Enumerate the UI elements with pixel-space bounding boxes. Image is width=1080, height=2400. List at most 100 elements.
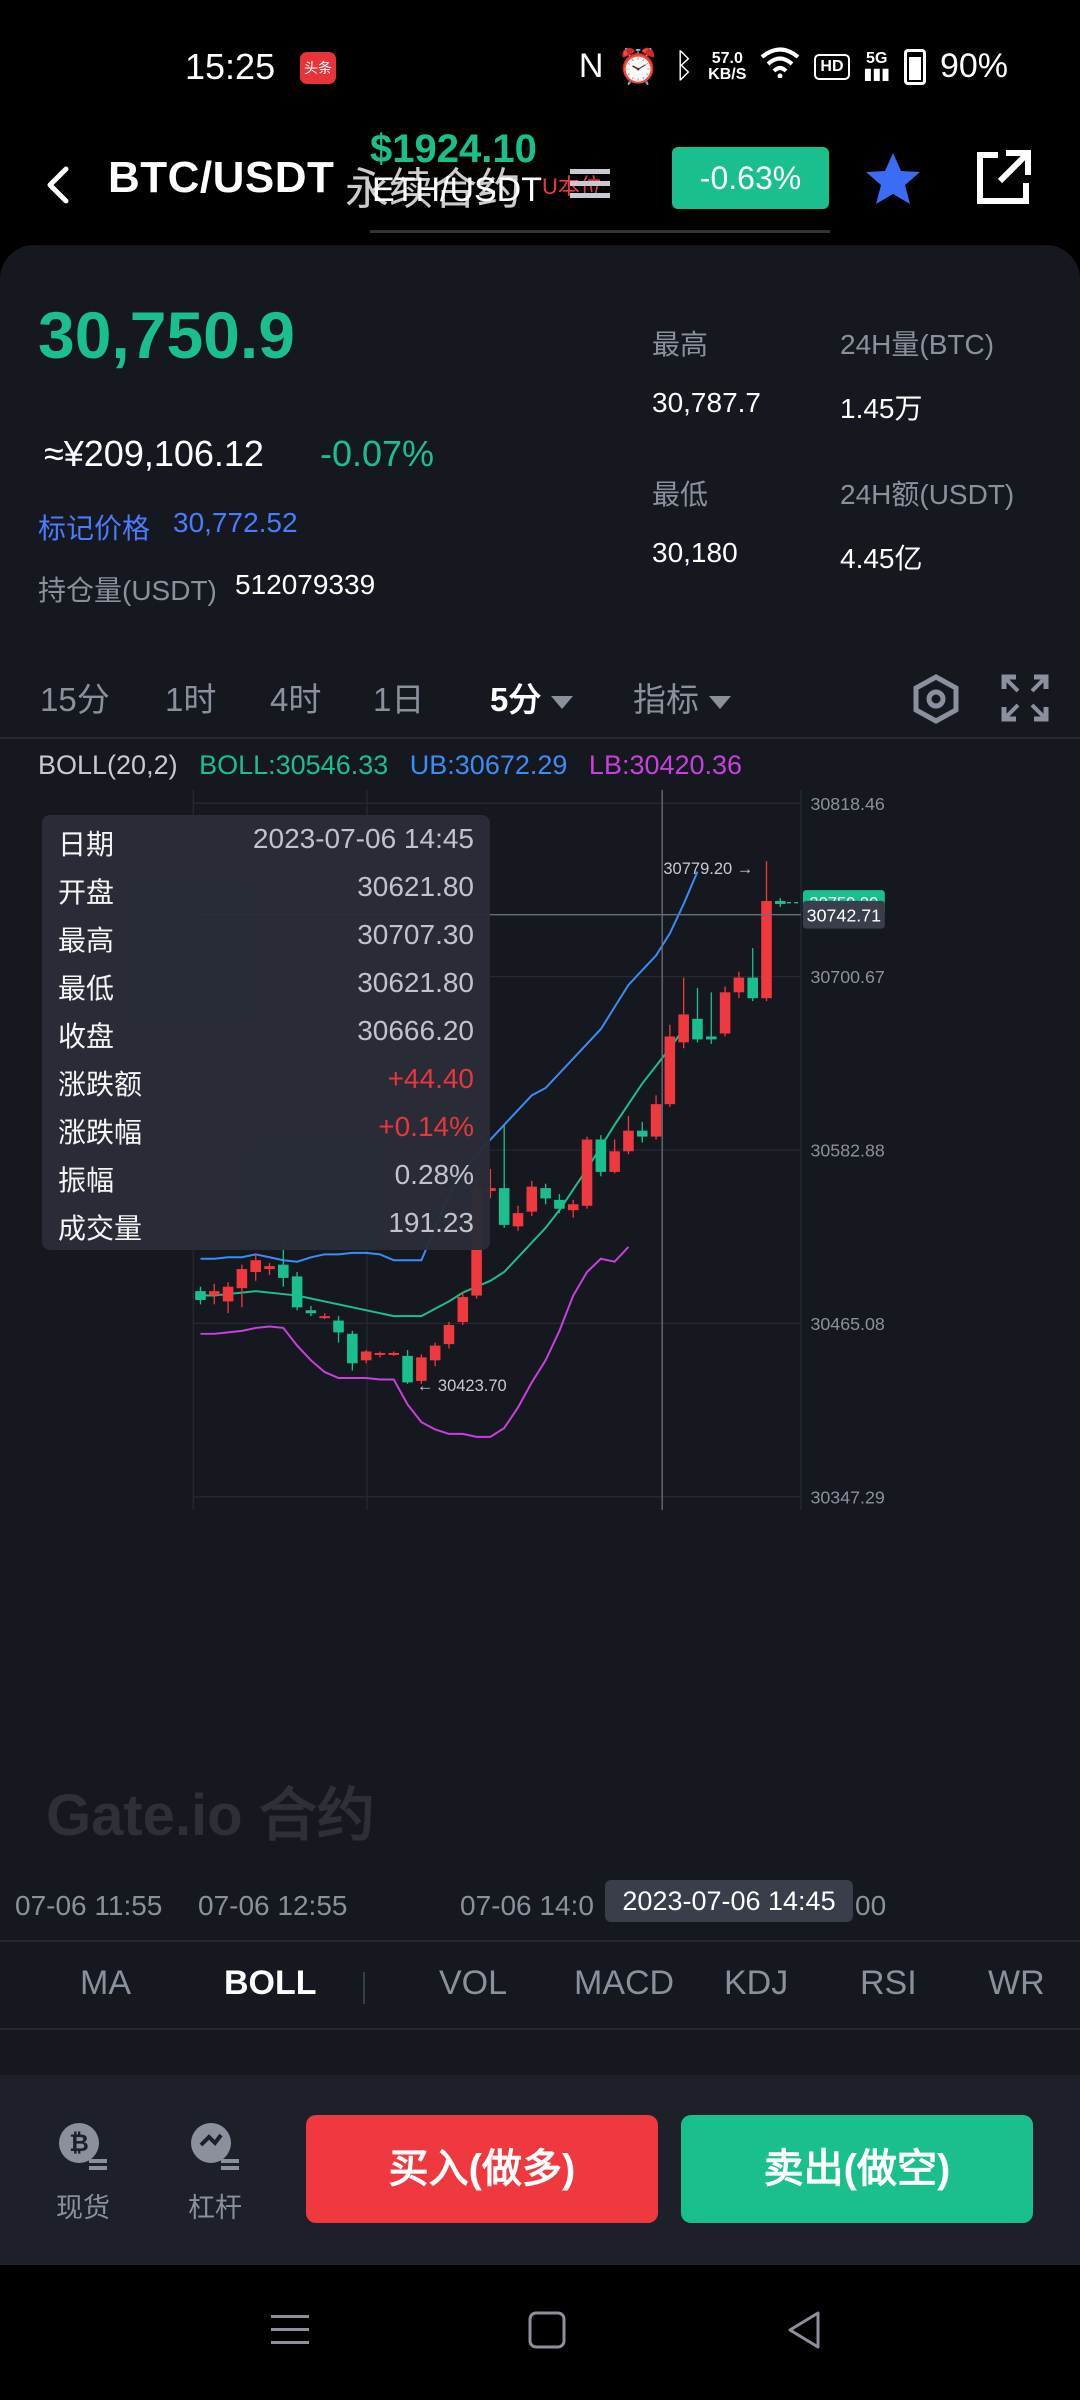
candle-body xyxy=(208,1291,220,1296)
mark-price-label: 标记价格 xyxy=(38,513,151,544)
bitcoin-icon: ₿ xyxy=(59,2123,107,2170)
list-menu-icon xyxy=(570,169,610,198)
recent-apps-button[interactable] xyxy=(265,2305,315,2355)
mark-price-value: 30,772.52 xyxy=(173,507,298,538)
divider xyxy=(0,737,1080,739)
chevron-left-icon xyxy=(47,166,69,204)
tooltip-label: 涨跌额 xyxy=(58,1069,143,1100)
tooltip-value: 2023-07-06 14:45 xyxy=(252,823,474,854)
tooltip-label: 最低 xyxy=(58,973,115,1004)
back-button[interactable] xyxy=(30,155,90,215)
time-axis: 07-06 11:55 07-06 12:55 07-06 14:0 00 xyxy=(0,1880,1080,1930)
tooltip-label: 涨跌幅 xyxy=(58,1117,143,1148)
tooltip-value: 30707.30 xyxy=(357,919,474,950)
tab-boll[interactable]: BOLL xyxy=(224,1964,317,2002)
candle-body xyxy=(264,1266,275,1270)
boll-lower-line xyxy=(200,1246,630,1438)
tab-5m-dropdown[interactable]: 5分 xyxy=(490,673,574,721)
candle-body xyxy=(485,1188,496,1192)
tooltip-row: 收盘 30666.20 xyxy=(58,1015,474,1063)
candle-body xyxy=(319,1316,331,1319)
tooltip-value: 0.28% xyxy=(394,1159,474,1190)
x-tick-label: 07-06 11:55 xyxy=(15,1890,163,1921)
spot-button[interactable]: ₿ 现货 xyxy=(33,2119,133,2225)
wifi-icon xyxy=(760,46,800,87)
candle-body xyxy=(291,1276,303,1308)
last-price: 30,750.9 xyxy=(38,298,295,372)
indicator-label: 指标 xyxy=(633,681,699,718)
system-back-button[interactable] xyxy=(780,2305,830,2355)
tab-rsi[interactable]: RSI xyxy=(860,1964,917,2002)
battery-icon xyxy=(903,48,926,85)
cursor-price-tag xyxy=(802,900,885,929)
news-app-icon: 头条 xyxy=(300,52,336,84)
tab-vol[interactable]: VOL xyxy=(439,1964,508,2002)
vol-usdt-value: 4.45亿 xyxy=(840,543,923,574)
chart-settings-button[interactable] xyxy=(910,673,962,725)
tab-1d[interactable]: 1日 xyxy=(373,681,425,718)
candle-body xyxy=(705,1036,717,1040)
tab-15m[interactable]: 15分 xyxy=(40,681,110,718)
tab-kdj[interactable]: KDJ xyxy=(724,1964,789,2002)
y-tick-label: 30700.67 xyxy=(810,967,884,987)
caret-down-icon xyxy=(551,695,574,709)
tooltip-label: 日期 xyxy=(58,829,115,860)
popup-underline xyxy=(370,230,830,233)
candle-body xyxy=(761,901,772,999)
alarm-icon: ⏰ xyxy=(617,47,660,86)
tooltip-value: 30621.80 xyxy=(357,967,474,998)
candle-body xyxy=(650,1104,662,1137)
tab-separator xyxy=(363,1972,365,2004)
y-tick-label: 30818.46 xyxy=(810,794,884,814)
pair-switch-popup[interactable]: $1924.10 ETH/USDT U本位 xyxy=(370,127,830,237)
tab-1h[interactable]: 1时 xyxy=(165,681,217,718)
x-tick-label: 07-06 14:0 xyxy=(460,1890,594,1921)
boll-mid: BOLL:30546.33 xyxy=(199,750,389,780)
candle-body xyxy=(416,1357,427,1381)
tab-4h[interactable]: 4时 xyxy=(270,681,322,718)
popup-price: $1924.10 xyxy=(370,127,537,171)
open-interest-label[interactable]: 持仓量(USDT) xyxy=(38,575,217,606)
boll-name: BOLL(20,2) xyxy=(38,750,178,780)
candle-body xyxy=(347,1333,358,1364)
system-nav-bar xyxy=(0,2265,1080,2400)
tooltip-label: 最高 xyxy=(58,925,115,956)
share-button[interactable] xyxy=(972,147,1034,209)
pair-title[interactable]: BTC/USDT xyxy=(108,153,335,202)
home-button[interactable] xyxy=(522,2305,572,2355)
trade-bar: ₿ 现货 杠杆 买入(做多) 卖出(做空) xyxy=(0,2075,1080,2265)
indicator-dropdown[interactable]: 指标 xyxy=(633,673,731,721)
buy-long-button[interactable]: 买入(做多) xyxy=(306,2115,658,2223)
candle-body xyxy=(429,1345,441,1361)
popup-pair: ETH/USDT xyxy=(372,171,542,209)
candle-body xyxy=(540,1188,551,1199)
fullscreen-button[interactable] xyxy=(1000,673,1050,723)
tooltip-row: 涨跌幅 +0.14% xyxy=(58,1111,474,1159)
pair-menu-button[interactable] xyxy=(565,159,615,209)
candle-tooltip: 日期 2023-07-06 14:45 开盘 30621.80 最高 30707.30 最低… xyxy=(42,815,490,1250)
sell-short-button[interactable]: 卖出(做空) xyxy=(681,2115,1033,2223)
candle-body xyxy=(664,1036,676,1105)
nfc-icon: N xyxy=(578,47,604,85)
margin-button[interactable]: 杠杆 xyxy=(165,2119,265,2225)
tooltip-label: 振幅 xyxy=(58,1165,115,1196)
candle-body xyxy=(692,1018,703,1040)
low-value: 30,180 xyxy=(652,537,738,568)
boll-legend: BOLL(20,2) BOLL:30546.33 UB:30672.29 LB:… xyxy=(38,750,756,781)
tab-macd[interactable]: MACD xyxy=(574,1964,675,2002)
spot-label: 现货 xyxy=(56,2193,110,2223)
candle-body xyxy=(333,1320,344,1333)
candle-body xyxy=(236,1269,248,1289)
tab-5m-label: 5分 xyxy=(490,681,542,718)
tooltip-value: +0.14% xyxy=(378,1111,474,1142)
triangle-back-icon xyxy=(788,2311,820,2349)
signal-5g: 5G ▮▮▮ xyxy=(863,49,890,83)
favorite-button[interactable] xyxy=(862,149,924,211)
candle-body xyxy=(775,901,786,904)
tooltip-row: 开盘 30621.80 xyxy=(58,871,474,919)
tab-wr[interactable]: WR xyxy=(988,1964,1045,2002)
menu-icon xyxy=(271,2315,309,2344)
tab-ma[interactable]: MA xyxy=(80,1964,131,2002)
tooltip-value: 191.23 xyxy=(388,1207,474,1238)
signal-icon: ▮▮▮ xyxy=(863,65,890,83)
